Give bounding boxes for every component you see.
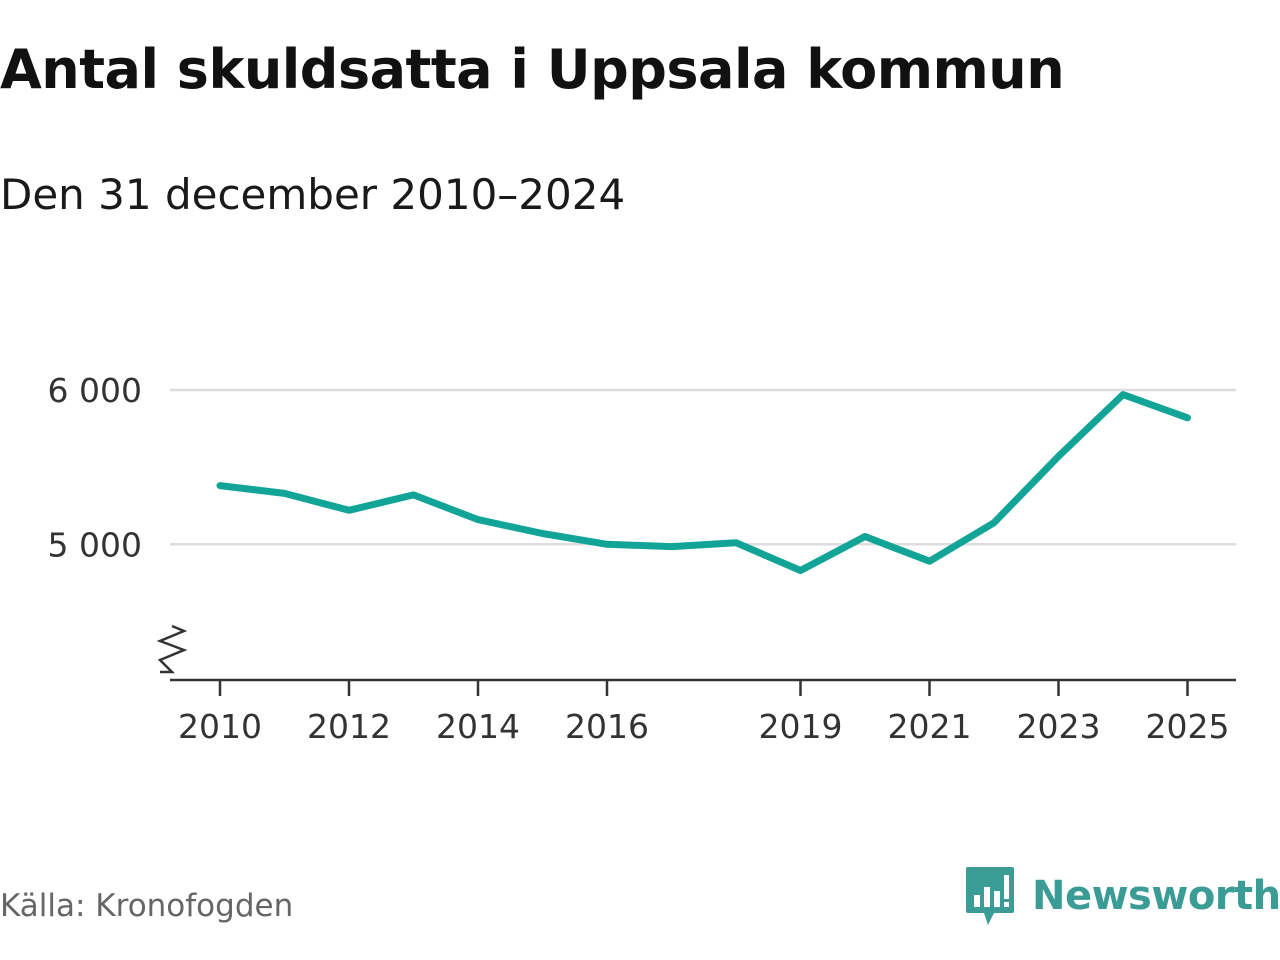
chart-title: Antal skuldsatta i Uppsala kommun <box>0 38 1065 101</box>
axis-break-zigzag <box>156 624 188 674</box>
y-tick-label-1: 6 000 <box>48 371 142 410</box>
x-tick-label-2014: 2014 <box>436 707 520 746</box>
gridlines <box>170 388 1236 546</box>
newsworthy-logo: Newsworthy <box>964 864 1280 928</box>
x-tick-label-2025: 2025 <box>1146 707 1230 746</box>
x-tick-label-2023: 2023 <box>1017 707 1101 746</box>
x-tick-labels: 2010 2012 2014 2016 2019 2021 2023 2025 <box>178 707 1229 746</box>
source-note: Källa: Kronofogden <box>0 888 294 924</box>
chart-subtitle: Den 31 december 2010–2024 <box>0 170 626 219</box>
y-tick-labels: 5 000 6 000 <box>48 371 142 564</box>
newsworthy-logo-icon <box>966 867 1014 925</box>
series-layer <box>216 391 1191 574</box>
y-tick-label-0: 5 000 <box>48 525 142 564</box>
x-tick-label-2021: 2021 <box>888 707 972 746</box>
axis-break-mark <box>156 624 188 674</box>
x-tick-label-2019: 2019 <box>759 707 843 746</box>
x-tick-label-2010: 2010 <box>178 707 262 746</box>
series-line-0 <box>216 391 1191 574</box>
newsworthy-brand-name: Newsworthy <box>1032 873 1280 919</box>
x-axis <box>170 678 1236 696</box>
x-tick-label-2012: 2012 <box>307 707 391 746</box>
x-tick-label-2016: 2016 <box>565 707 649 746</box>
